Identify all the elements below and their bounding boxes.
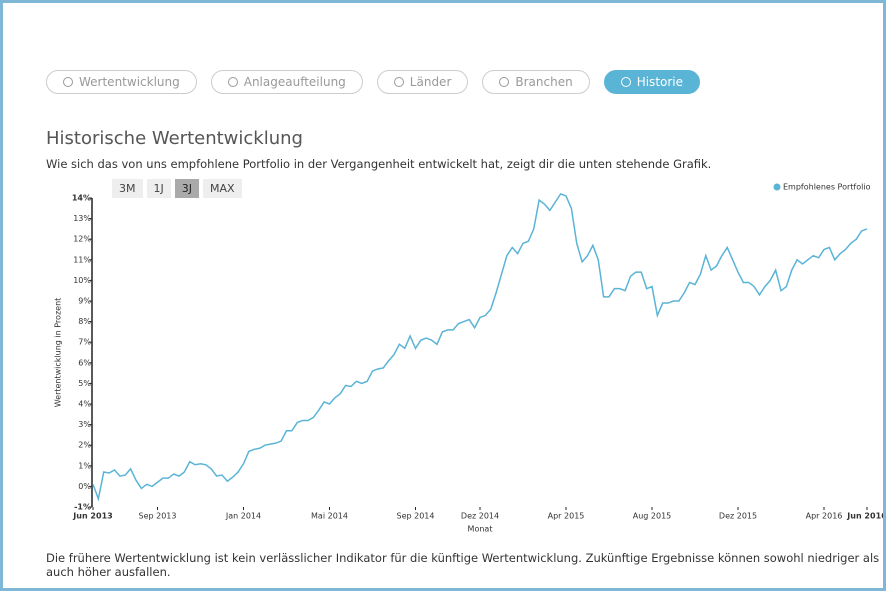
y-tick-label: 8% bbox=[78, 317, 91, 326]
tab-bar: Wertentwicklung Anlageaufteilung Länder Bra… bbox=[46, 70, 701, 94]
y-tick-label: 4% bbox=[78, 400, 91, 409]
x-tick-label: Sep 2013 bbox=[139, 512, 177, 521]
chart: -1% 0% 1% 2% 3% 4% 5% 6% 7% 8% 9% 10% 11% 12% 13% 14% Ju… bbox=[54, 183, 884, 534]
y-tick-label: 9% bbox=[78, 297, 91, 306]
y-tick-label: 1% bbox=[78, 461, 91, 470]
legend-swatch bbox=[773, 183, 781, 191]
y-tick-label: 6% bbox=[78, 358, 91, 367]
x-tick-label: Jun 2013 bbox=[72, 512, 112, 521]
tab[interactable]: Wertentwicklung bbox=[46, 70, 197, 94]
y-tick-label: 0% bbox=[78, 482, 91, 491]
x-tick-label: Aug 2015 bbox=[633, 512, 672, 521]
y-tick-label: 10% bbox=[73, 276, 91, 285]
y-tick-label: 7% bbox=[78, 338, 91, 347]
tab[interactable]: Anlageaufteilung bbox=[210, 70, 363, 94]
y-tick-label: 2% bbox=[78, 441, 91, 450]
y-tick-label: 13% bbox=[73, 214, 91, 223]
tab[interactable]: Historie bbox=[603, 70, 701, 94]
range-buttons: 3M 1J 3J MAX bbox=[112, 179, 242, 198]
tab-icon bbox=[499, 77, 510, 87]
tab-icon bbox=[393, 77, 404, 87]
x-tick-label: Dez 2014 bbox=[461, 512, 499, 521]
tab-label: Wertentwicklung bbox=[79, 75, 180, 89]
data-line bbox=[92, 192, 868, 502]
x-tick-label: Apr 2016 bbox=[806, 512, 843, 521]
tab[interactable]: Branchen bbox=[482, 70, 590, 94]
heading: Historische Wertentwicklung bbox=[46, 128, 303, 149]
range-button[interactable]: 3M bbox=[112, 179, 143, 198]
disclaimer: Die frühere Wertentwicklung ist kein ver… bbox=[46, 551, 880, 579]
tab-label: Anlageaufteilung bbox=[243, 75, 346, 89]
description: Wie sich das von uns empfohlene Portfoli… bbox=[46, 157, 712, 171]
range-button[interactable]: MAX bbox=[203, 179, 242, 198]
x-tick-label: Apr 2015 bbox=[548, 512, 585, 521]
x-tick-label: Sep 2014 bbox=[397, 512, 435, 521]
y-axis-label: Wertentwicklung in Prozent bbox=[54, 298, 63, 408]
y-tick-label: 12% bbox=[73, 235, 91, 244]
x-tick-label: Jun 2016 bbox=[846, 512, 883, 521]
x-tick-label: Dez 2015 bbox=[719, 512, 757, 521]
range-button[interactable]: 3J bbox=[174, 179, 199, 198]
x-axis-label: Monat bbox=[468, 525, 493, 534]
tab-icon bbox=[227, 77, 238, 87]
y-tick-label: 11% bbox=[73, 255, 91, 264]
range-button[interactable]: 1J bbox=[146, 179, 171, 198]
y-tick-label: -1% bbox=[74, 503, 91, 512]
tab-label: Branchen bbox=[515, 75, 573, 89]
x-tick-label: Jan 2014 bbox=[225, 512, 261, 521]
legend-label: Empfohlenes Portfolio bbox=[783, 183, 871, 192]
y-tick-label: 5% bbox=[78, 379, 91, 388]
tab-icon bbox=[63, 77, 73, 87]
tab-icon bbox=[620, 77, 631, 87]
tab[interactable]: Länder bbox=[376, 70, 469, 94]
y-tick-label: 14% bbox=[72, 194, 91, 203]
tab-label: Historie bbox=[636, 75, 684, 89]
x-tick-label: Mai 2014 bbox=[311, 512, 348, 521]
y-tick-label: 3% bbox=[78, 420, 91, 429]
tab-label: Länder bbox=[409, 75, 452, 89]
